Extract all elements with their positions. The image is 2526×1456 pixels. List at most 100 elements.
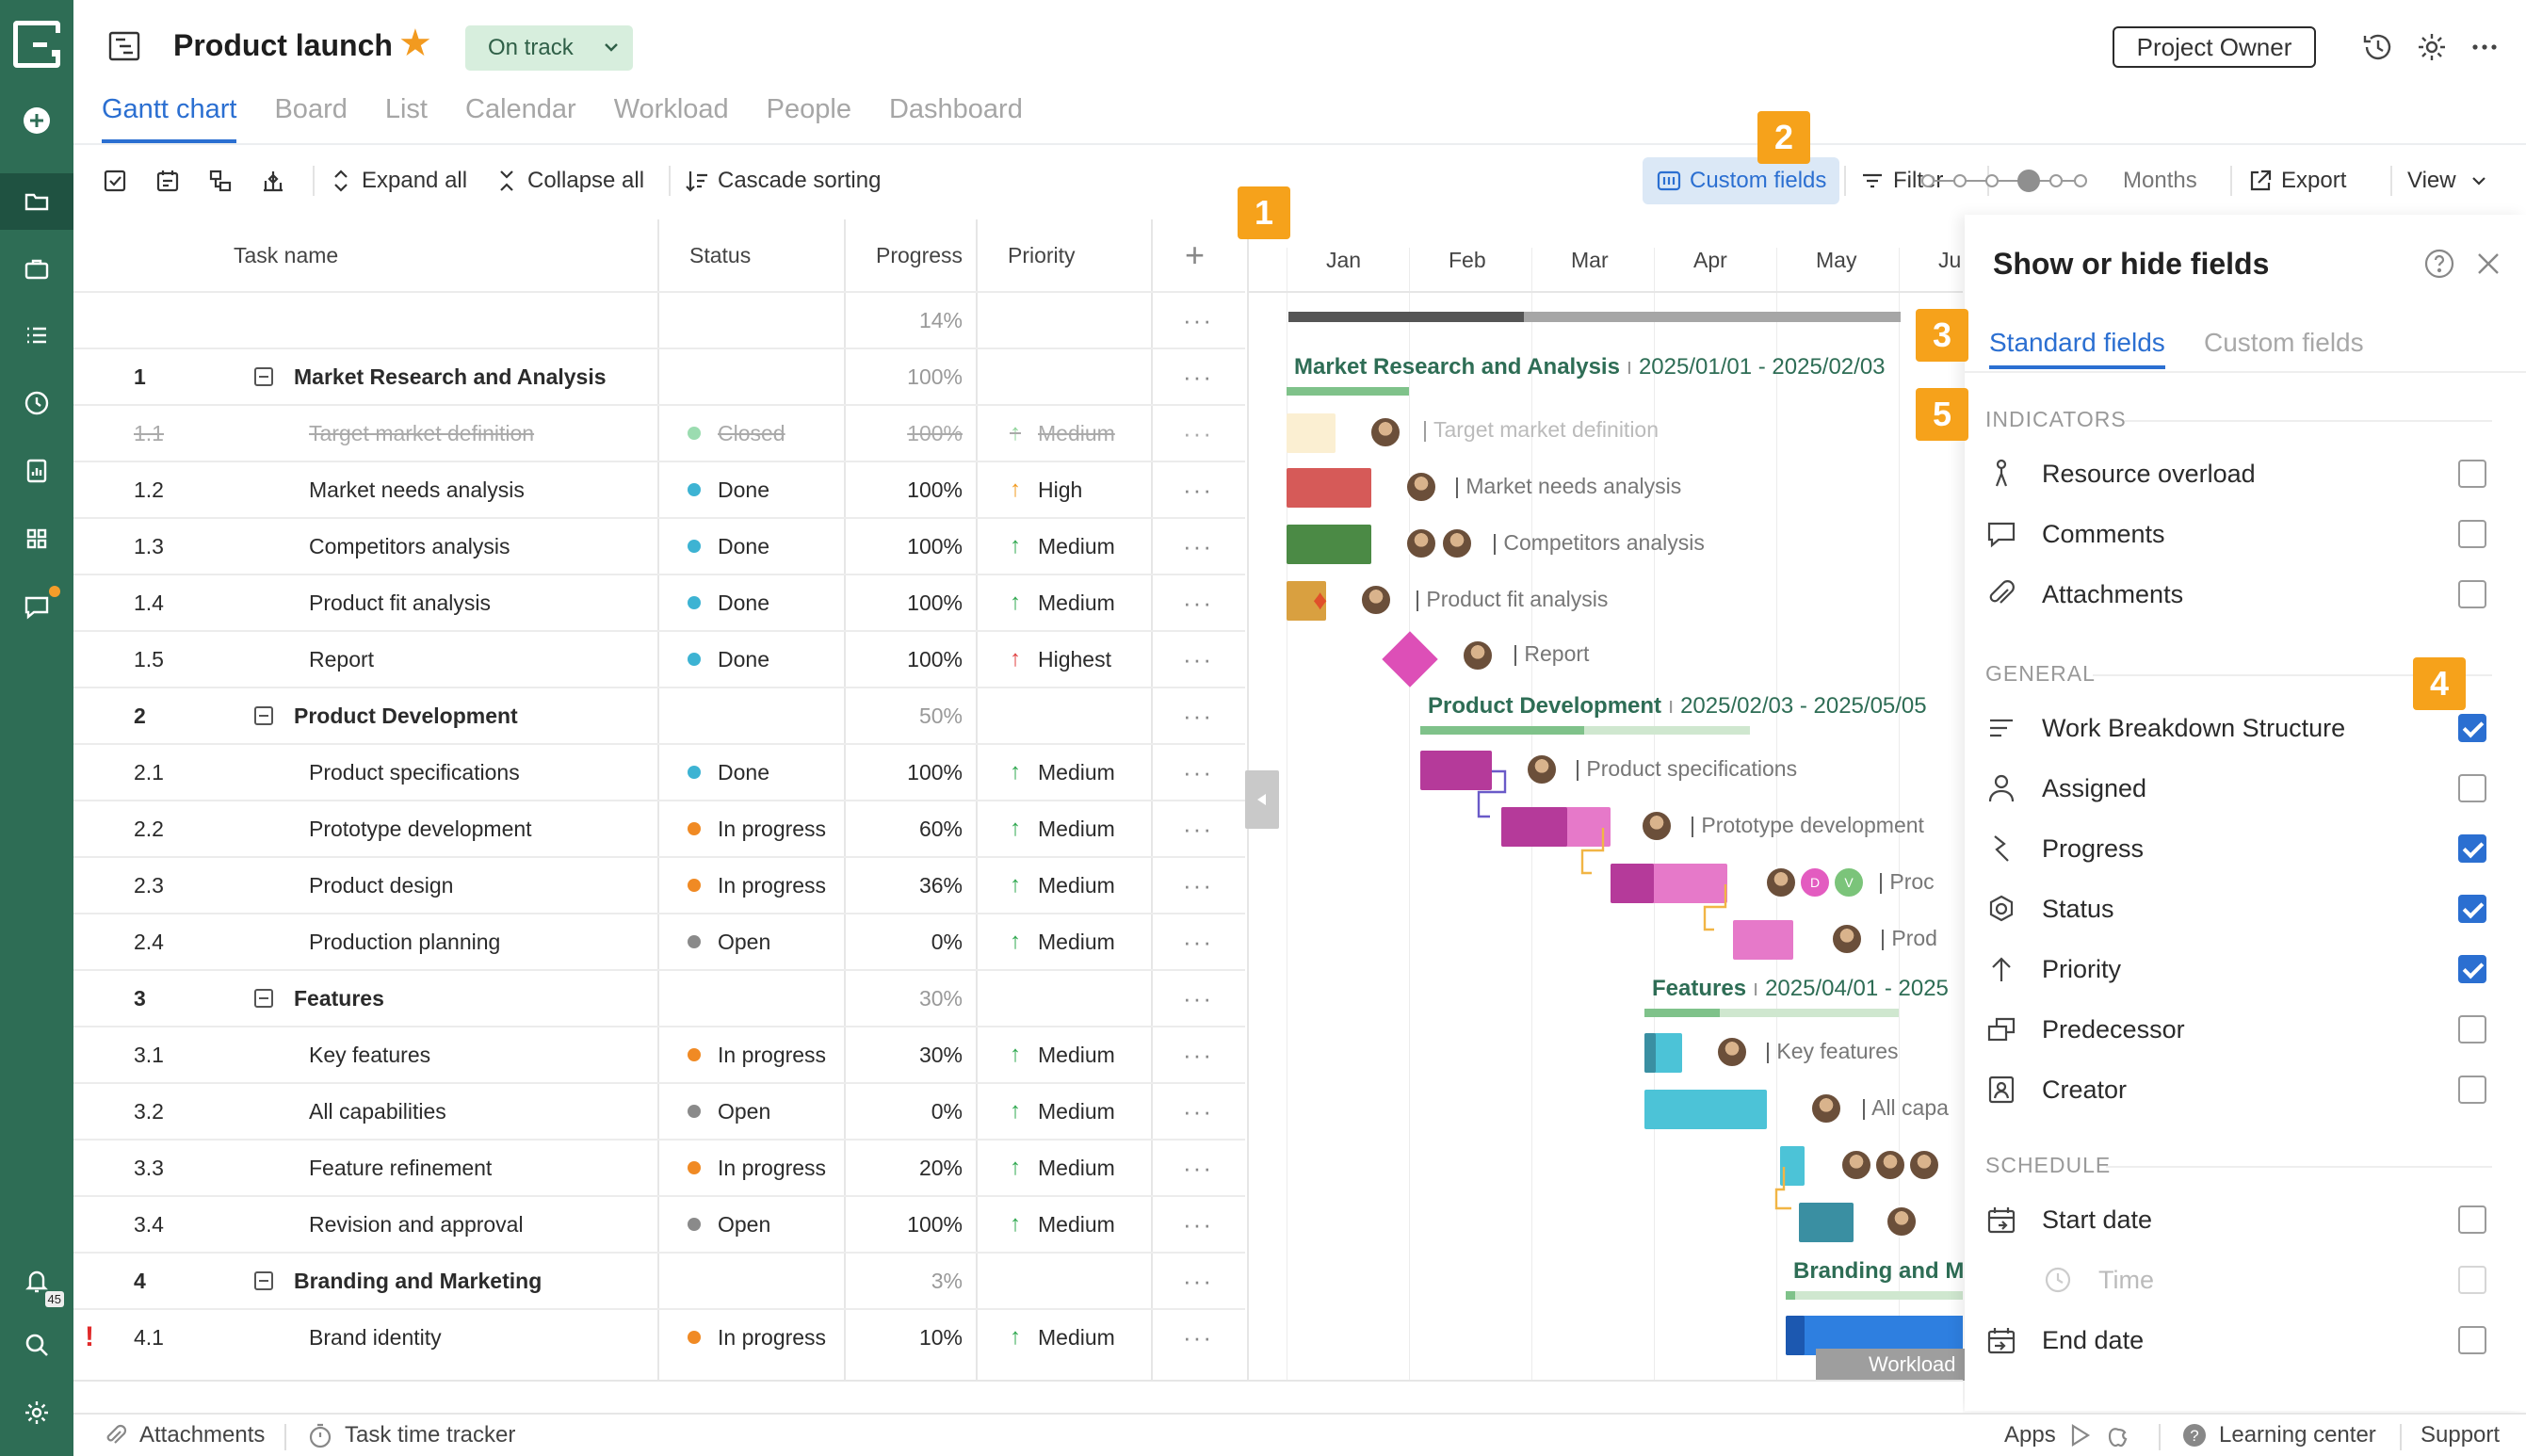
favorite-star-icon[interactable]: ★ — [398, 23, 432, 64]
tab-custom-fields[interactable]: Custom fields — [2204, 328, 2364, 357]
progress-cell[interactable]: 0% — [931, 1098, 963, 1124]
collapse-group-icon[interactable] — [254, 706, 273, 725]
row-more-icon[interactable]: ··· — [1183, 588, 1213, 617]
field-assigned[interactable]: Assigned — [1985, 763, 2513, 814]
status-cell[interactable]: Done — [688, 519, 769, 574]
close-icon[interactable] — [2473, 249, 2503, 279]
progress-cell[interactable]: 30% — [918, 985, 963, 1011]
priority-cell[interactable]: ↑ Medium — [1010, 914, 1115, 969]
milestone-diamond[interactable] — [1382, 631, 1438, 688]
field-checkbox[interactable] — [2458, 520, 2486, 548]
task-name[interactable]: Production planning — [309, 929, 501, 954]
cascade-sorting-button[interactable]: Cascade sorting — [684, 162, 881, 200]
task-name[interactable]: Product fit analysis — [309, 590, 492, 615]
task-row[interactable]: 2.1 Product specifications Done 100% ↑ Medium… — [73, 743, 1245, 800]
priority-cell[interactable]: ↑ Medium — [1010, 406, 1115, 461]
history-icon[interactable] — [2361, 30, 2395, 64]
add-milestone-icon[interactable] — [260, 162, 294, 200]
row-more-icon[interactable]: ··· — [1183, 644, 1213, 673]
row-more-icon[interactable]: ··· — [1183, 1096, 1213, 1125]
row-more-icon[interactable]: ··· — [1183, 927, 1213, 956]
collapse-group-icon[interactable] — [254, 367, 273, 386]
collapse-all-button[interactable]: Collapse all — [494, 162, 644, 200]
progress-cell[interactable]: 3% — [931, 1268, 963, 1293]
task-name[interactable]: All capabilities — [309, 1098, 446, 1124]
task-name[interactable]: Market needs analysis — [309, 477, 525, 502]
row-more-icon[interactable]: ··· — [1183, 1040, 1213, 1069]
priority-cell[interactable]: ↑ High — [1010, 462, 1082, 517]
priority-cell[interactable]: ↑ Medium — [1010, 858, 1115, 913]
apps-button[interactable]: Apps — [2004, 1422, 2143, 1448]
progress-cell[interactable]: 50% — [918, 703, 963, 728]
status-cell[interactable]: In progress — [688, 801, 826, 856]
field-checkbox[interactable] — [2458, 580, 2486, 608]
task-name[interactable]: Key features — [309, 1042, 431, 1067]
tab-gantt-chart[interactable]: Gantt chart — [102, 94, 237, 143]
progress-cell[interactable]: 100% — [907, 646, 963, 671]
progress-cell[interactable]: 100% — [907, 533, 963, 558]
priority-cell[interactable]: ↑ Medium — [1010, 1310, 1115, 1365]
help-icon[interactable] — [2422, 247, 2456, 281]
task-row[interactable]: 1.1 Target market definition Closed 100% ↑ Me… — [73, 404, 1245, 461]
task-name[interactable]: Competitors analysis — [309, 533, 510, 558]
row-more-icon[interactable]: ··· — [1183, 1209, 1213, 1238]
priority-cell[interactable]: ↑ Medium — [1010, 519, 1115, 574]
field-progress[interactable]: Progress — [1985, 823, 2513, 874]
task-row[interactable]: 2.4 Production planning Open 0% ↑ Medium ··· — [73, 913, 1245, 969]
create-new-icon[interactable] — [0, 92, 73, 149]
project-status-dropdown[interactable]: On track — [465, 25, 633, 71]
status-cell[interactable]: Done — [688, 575, 769, 630]
task-row[interactable]: 3.3 Feature refinement In progress 20% ↑ Medi… — [73, 1139, 1245, 1195]
field-checkbox[interactable] — [2458, 895, 2486, 923]
row-more-icon[interactable]: ··· — [1183, 1322, 1213, 1351]
priority-cell[interactable]: ↑ Medium — [1010, 1197, 1115, 1252]
expand-all-button[interactable]: Expand all — [328, 162, 467, 200]
group-row[interactable]: 1 Market Research and Analysis 100% ··· — [73, 348, 1245, 404]
field-end-date[interactable]: End date — [1985, 1315, 2513, 1366]
progress-cell[interactable]: 60% — [918, 816, 963, 841]
gantt-bar[interactable] — [1420, 751, 1492, 790]
progress-cell[interactable]: 100% — [907, 477, 963, 502]
field-checkbox[interactable] — [2458, 1076, 2486, 1104]
progress-cell[interactable]: 30% — [918, 1042, 963, 1067]
row-more-icon[interactable]: ··· — [1183, 870, 1213, 899]
priority-cell[interactable]: ↑ Highest — [1010, 632, 1111, 687]
field-time[interactable]: Time — [1985, 1254, 2513, 1305]
progress-cell[interactable]: 100% — [907, 590, 963, 615]
priority-cell[interactable]: ↑ Medium — [1010, 575, 1115, 630]
task-name[interactable]: Feature refinement — [309, 1155, 493, 1180]
row-more-icon[interactable]: ··· — [1183, 362, 1213, 391]
field-creator[interactable]: Creator — [1985, 1064, 2513, 1115]
row-more-icon[interactable]: ··· — [1183, 814, 1213, 843]
project-owner-button[interactable]: Project Owner — [2113, 26, 2316, 68]
field-attachments[interactable]: Attachments — [1985, 569, 2513, 620]
tab-board[interactable]: Board — [274, 94, 348, 124]
row-more-icon[interactable]: ··· — [1183, 418, 1213, 447]
field-start-date[interactable]: Start date — [1985, 1194, 2513, 1245]
field-checkbox[interactable] — [2458, 460, 2486, 488]
add-task-icon[interactable] — [154, 162, 188, 200]
status-cell[interactable]: In progress — [688, 1310, 826, 1365]
apps-grid-icon[interactable] — [0, 510, 73, 567]
add-subtask-icon[interactable] — [207, 162, 241, 200]
progress-cell[interactable]: 10% — [918, 1324, 963, 1350]
custom-fields-button[interactable]: Custom fields — [1643, 157, 1840, 204]
list-icon[interactable] — [0, 307, 73, 364]
task-row[interactable]: 3.4 Revision and approval Open 100% ↑ Medium ·… — [73, 1195, 1245, 1252]
field-predecessor[interactable]: Predecessor — [1985, 1004, 2513, 1055]
field-checkbox[interactable] — [2458, 1266, 2486, 1294]
group-row[interactable]: 3 Features 30% ··· — [73, 969, 1245, 1026]
task-name-cell[interactable]: Market Research and Analysis — [254, 349, 607, 404]
status-cell[interactable]: In progress — [688, 1027, 826, 1082]
task-name-cell[interactable]: Branding and Marketing — [254, 1254, 542, 1308]
field-checkbox[interactable] — [2458, 774, 2486, 802]
status-cell[interactable]: Done — [688, 462, 769, 517]
project-settings-gear-icon[interactable] — [2415, 30, 2449, 64]
search-icon[interactable] — [0, 1317, 73, 1373]
priority-cell[interactable]: ↑ Medium — [1010, 801, 1115, 856]
task-name[interactable]: Product specifications — [309, 759, 520, 785]
task-name[interactable]: Report — [309, 646, 375, 671]
row-more-icon[interactable]: ··· — [1183, 1266, 1213, 1295]
group-row[interactable]: 2 Product Development 50% ··· — [73, 687, 1245, 743]
task-name-cell[interactable]: Features — [254, 971, 384, 1026]
